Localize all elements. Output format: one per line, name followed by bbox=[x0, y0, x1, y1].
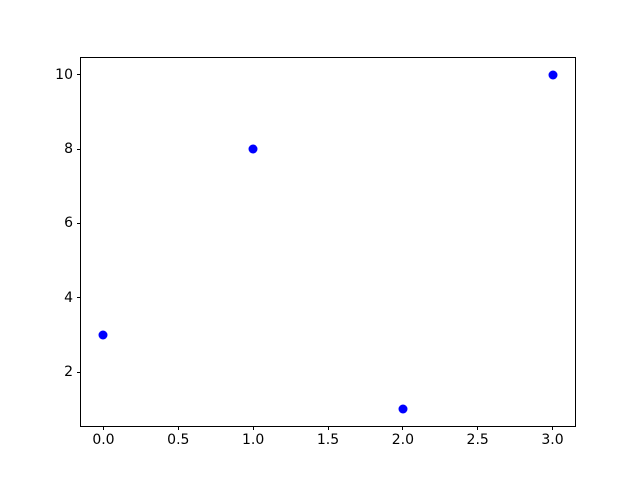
y-axis-tick-label: 10 bbox=[55, 66, 73, 83]
data-point bbox=[248, 144, 258, 154]
x-axis-tick bbox=[177, 426, 179, 430]
x-axis-tick-label: 1.0 bbox=[242, 432, 265, 448]
x-axis-tick bbox=[252, 426, 254, 430]
y-axis-tick-label: 2 bbox=[64, 364, 73, 381]
y-axis-tick bbox=[77, 74, 81, 76]
y-axis-tick-label: 8 bbox=[64, 141, 73, 158]
x-axis-tick bbox=[552, 426, 554, 430]
data-point bbox=[398, 404, 408, 414]
x-axis-tick-label: 3.0 bbox=[541, 432, 564, 448]
y-axis-tick-label: 6 bbox=[64, 215, 73, 232]
data-point bbox=[98, 330, 108, 340]
data-point bbox=[548, 70, 558, 80]
x-axis-tick-label: 0.0 bbox=[92, 432, 115, 448]
x-axis-tick bbox=[402, 426, 404, 430]
y-axis-tick bbox=[77, 222, 81, 224]
x-axis-tick-label: 1.5 bbox=[316, 432, 340, 448]
y-axis-tick bbox=[77, 297, 81, 299]
y-axis-tick bbox=[77, 371, 81, 373]
x-axis-tick-label: 0.5 bbox=[167, 432, 190, 448]
x-axis-tick-label: 2.5 bbox=[466, 432, 489, 448]
x-axis-tick bbox=[327, 426, 329, 430]
plot-axes: 0.0 0.5 1.0 1.5 2.0 2.5 3.0 2 4 6 8 10 bbox=[55, 57, 576, 447]
y-axis-tick-label: 4 bbox=[64, 289, 73, 306]
x-axis-tick bbox=[477, 426, 479, 430]
x-axis-tick-label: 2.0 bbox=[391, 432, 414, 448]
x-axis-tick bbox=[102, 426, 104, 430]
y-axis-tick bbox=[77, 148, 81, 150]
